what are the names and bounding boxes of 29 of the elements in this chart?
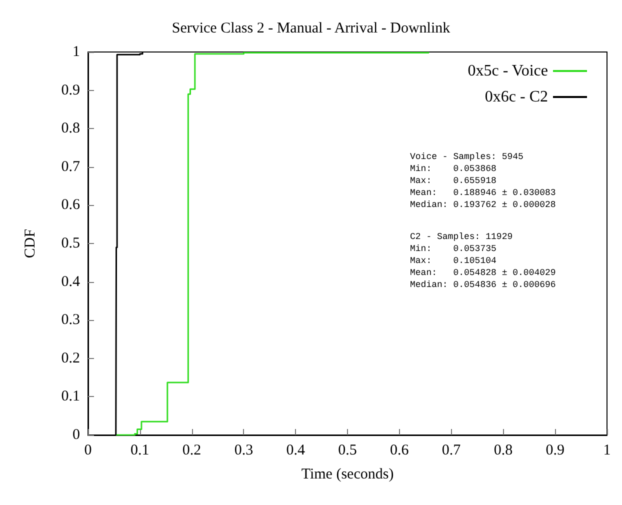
y-tick-label: 0.3 [61,312,80,328]
y-tick-label: 0 [72,427,80,443]
y-tick-label: 0.9 [61,82,80,98]
x-tick-label: 0.9 [546,442,564,458]
x-tick-label: 0.1 [130,442,150,458]
annotation: Voice - Samples: 5945 Min: 0.053868 Max: 0.655918 Mean: 0.188946 ± 0.030083 Median: 0.193762 ± 0.000028 [410,152,556,210]
x-tick-label: 0.2 [182,442,202,458]
x-tick-label: 0.3 [234,442,254,458]
legend-label: 0x5c - Voice [468,62,548,80]
annotation: C2 - Samples: 11929 Min: 0.053735 Max: 0.105104 Mean: 0.054828 ± 0.004029 Median: 0.054836 ± 0.000696 [410,232,556,290]
y-tick-label: 0.4 [61,274,80,290]
y-tick-label: 0.1 [61,388,80,405]
chart-title: Service Class 2 - Manual - Arrival - Downlink [172,20,451,36]
x-axis-title: Time (seconds) [301,466,394,482]
x-tick-label: 0.8 [494,442,513,458]
y-tick-label: 0.5 [61,236,80,252]
x-tick-label: 0.7 [442,442,462,458]
y-axis-title: CDF [22,228,38,258]
x-tick-label: 0.6 [390,442,410,458]
y-tick-label: 0.2 [61,350,80,366]
x-tick-label: 1 [603,442,611,458]
y-tick-label: 0.7 [61,158,80,175]
x-tick-label: 0.4 [286,442,306,458]
y-tick-label: 0.6 [61,197,80,214]
x-tick-label: 0.5 [338,442,357,458]
x-tick-label: 0 [84,442,92,458]
y-tick-label: 1 [72,44,80,60]
legend-label: 0x6c - C2 [484,88,548,106]
y-tick-label: 0.8 [61,120,80,137]
